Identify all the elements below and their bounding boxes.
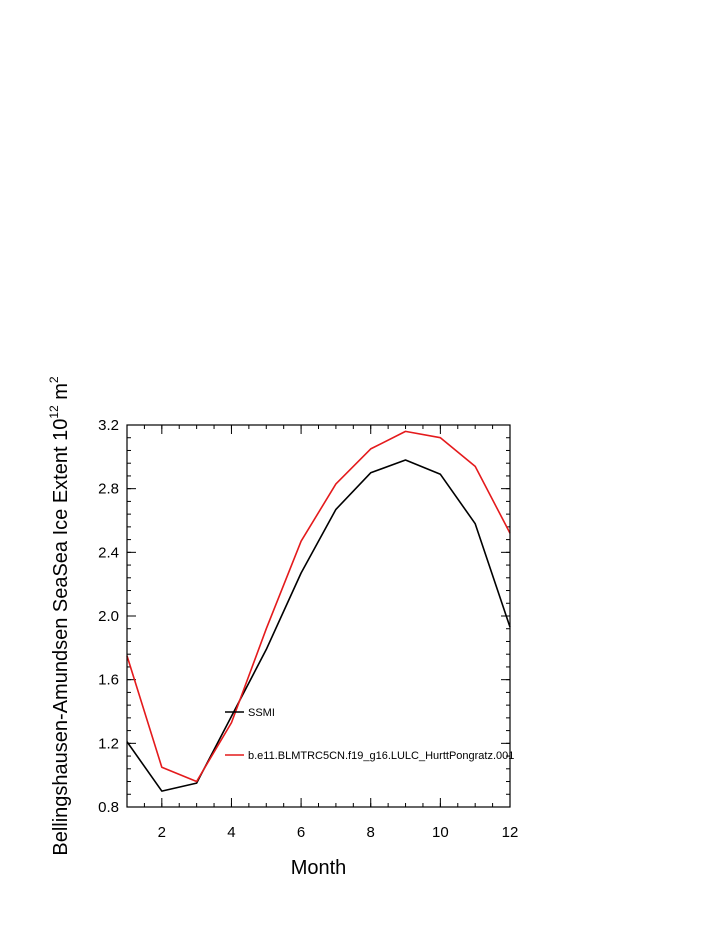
series-lines (126, 430, 511, 792)
legend-label: b.e11.BLMTRC5CN.f19_g16.LULC_HurttPongra… (248, 750, 514, 762)
x-tick-label: 2 (158, 824, 166, 841)
y-axis-title-unit: m (50, 383, 72, 405)
y-tick-label: 0.8 (98, 799, 119, 816)
x-tick-label: 8 (367, 824, 375, 841)
y-tick-label: 2.0 (98, 608, 119, 625)
y-tick-label: 1.2 (98, 735, 119, 752)
y-axis-title: Bellingshausen-Amundsen SeaSea Ice Exten… (47, 376, 72, 856)
legend-label: SSMI (248, 707, 275, 719)
x-tick-label: 10 (432, 824, 449, 841)
series-line-ssmi (126, 459, 511, 792)
legend: SSMI b.e11.BLMTRC5CN.f19_g16.LULC_HurttPo… (225, 707, 514, 762)
y-tick-label: 1.6 (98, 672, 119, 689)
y-tick-label: 3.2 (98, 417, 119, 434)
series-line-model (126, 430, 511, 783)
tick-labels: 2 4 6 8 10 12 0.8 1.2 1.6 2.0 2.4 2.8 3.2 (98, 417, 518, 841)
y-axis-title-exponent: 12 (47, 405, 61, 419)
y-tick-label: 2.8 (98, 481, 119, 498)
plot-frame (126, 424, 511, 808)
x-tick-label: 4 (227, 824, 235, 841)
y-tick-label: 2.4 (98, 544, 119, 561)
y-axis-title-main: Bellingshausen-Amundsen SeaSea Ice Exten… (50, 419, 72, 856)
x-tick-label: 12 (502, 824, 519, 841)
x-axis-title: Month (291, 857, 347, 879)
x-tick-label: 6 (297, 824, 305, 841)
y-axis-title-unit-exponent: 2 (47, 376, 61, 383)
